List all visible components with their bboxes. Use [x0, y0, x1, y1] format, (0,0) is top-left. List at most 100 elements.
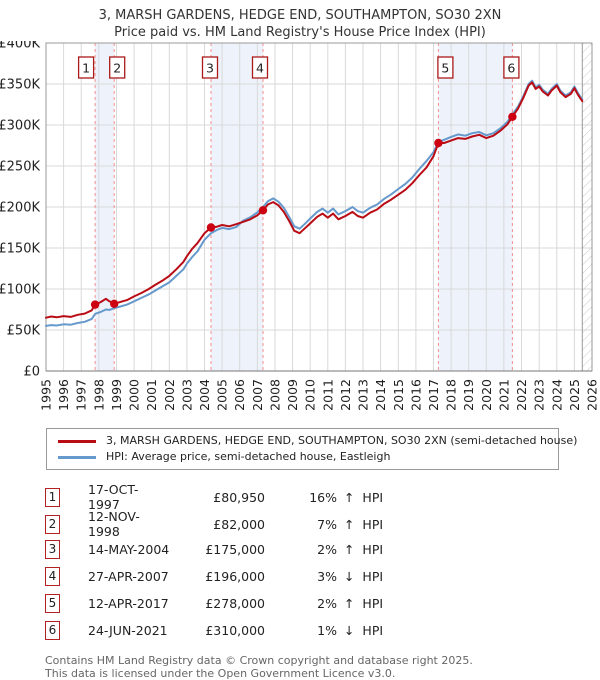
sale-number-label: 1	[82, 61, 90, 76]
y-axis-tick-label: £300K	[0, 119, 40, 134]
y-axis-tick-label: £350K	[0, 78, 40, 93]
x-axis-tick-label: 1995	[39, 379, 54, 411]
y-axis-tick-label: £150K	[0, 242, 40, 257]
sale-number-box	[201, 56, 219, 79]
sale-number-box	[437, 56, 454, 79]
sale-number-label: 6	[507, 61, 515, 76]
sale-hpi-percent: 16%	[309, 489, 337, 505]
sale-number-badge: 5	[45, 594, 60, 613]
x-axis-tick-label: 2024	[549, 379, 564, 411]
x-axis-tick-label: 2012	[338, 379, 353, 411]
sale-marker-dot	[434, 138, 443, 148]
legend-row-property: 3, MARSH GARDENS, HEDGE END, SOUTHAMPTON…	[54, 433, 577, 449]
sale-date: 27-APR-2007	[88, 569, 169, 584]
x-axis-tick-label: 2016	[408, 379, 423, 411]
hpi-line-sample	[58, 455, 96, 459]
x-axis-tick-label: 2002	[162, 379, 177, 411]
sale-date: 12-APR-2017	[88, 596, 169, 611]
sale-price: £310,000	[205, 623, 265, 638]
sale-marker-dot	[258, 206, 268, 215]
sale-hpi-percent: 2%	[317, 596, 337, 611]
sale-number-badge: 2	[45, 514, 60, 534]
sale-number-badge: 6	[45, 621, 60, 640]
x-axis-tick-label: 2015	[391, 379, 406, 411]
sale-date: 24-JUN-2021	[88, 623, 168, 638]
sale-number-label: 5	[441, 61, 449, 76]
sale-number-label: 2	[113, 61, 121, 76]
table-row: 6 24-JUN-2021 £310,000 1% ↓ HPI	[45, 617, 600, 644]
price-history-chart: 1995 1996 1997 1998 1999 2000 2001 2002 2003 2004…	[0, 41, 600, 411]
x-axis-tick-label: 2014	[373, 379, 388, 411]
sale-price: £80,950	[213, 489, 265, 505]
sale-price: £278,000	[205, 596, 265, 611]
sale-number-badge: 1	[45, 487, 60, 507]
x-axis-tick-label: 2005	[215, 379, 230, 411]
x-axis-tick-label: 2025	[567, 379, 582, 411]
x-axis-tick-label: 2026	[585, 379, 600, 411]
sale-hpi-direction: ↓ HPI	[344, 569, 384, 584]
x-axis-tick-label: 2010	[303, 379, 318, 411]
x-axis-tick-label: 1996	[56, 379, 71, 411]
sale-hpi-percent: 2%	[317, 542, 337, 557]
x-axis-tick-label: 2023	[532, 379, 547, 411]
y-axis-tick-label: £50K	[7, 324, 41, 339]
property-price-line	[45, 81, 584, 319]
x-axis-tick-label: 2021	[496, 379, 511, 411]
sale-date: 12-NOV-1998	[88, 509, 140, 539]
legend-property-label: 3, MARSH GARDENS, HEDGE END, SOUTHAMPTON…	[106, 434, 578, 447]
sale-hpi-direction: ↑ HPI	[344, 596, 384, 611]
sale-number-badge: 4	[45, 567, 60, 586]
sale-number-label: 3	[206, 61, 214, 76]
sale-hpi-direction: ↑ HPI	[344, 516, 384, 532]
x-axis-tick-label: 2022	[514, 379, 529, 411]
legend-row-hpi: HPI: Average price, semi-detached house,…	[54, 449, 551, 465]
table-row: 4 27-APR-2007 £196,000 3% ↓ HPI	[45, 563, 600, 590]
sale-date: 17-OCT-1997	[88, 482, 139, 512]
x-axis-tick-label: 1998	[91, 379, 106, 411]
sale-hpi-percent: 3%	[317, 569, 337, 584]
sale-hpi-direction: ↑ HPI	[344, 489, 384, 505]
x-axis-tick-label: 1997	[74, 379, 89, 411]
x-axis-tick-label: 2020	[479, 379, 494, 411]
y-axis-tick-label: £400K	[0, 41, 40, 52]
x-axis-tick-label: 2003	[179, 379, 194, 411]
sale-marker-dot	[206, 223, 216, 232]
x-axis-tick-label: 1999	[109, 379, 124, 411]
sale-number-box	[109, 56, 126, 79]
property-line-sample	[58, 439, 96, 443]
y-axis-tick-label: £250K	[0, 160, 40, 175]
sale-number-box	[251, 56, 269, 79]
footer-line1: Contains HM Land Registry data © Crown c…	[45, 654, 473, 667]
sale-hpi-percent: 7%	[317, 516, 337, 532]
y-axis-tick-label: £200K	[0, 201, 40, 216]
sale-marker-dot	[90, 300, 100, 309]
sale-hpi-direction: ↑ HPI	[344, 542, 384, 557]
x-axis-tick-label: 2008	[268, 379, 283, 411]
legend-hpi-label: HPI: Average price, semi-detached house,…	[106, 450, 391, 463]
sale-number-badge: 3	[45, 540, 60, 559]
table-row: 2 12-NOV-1998 £82,000 7% ↑ HPI	[45, 509, 600, 539]
x-axis-tick-label: 2004	[197, 379, 212, 411]
table-row: 3 14-MAY-2004 £175,000 2% ↑ HPI	[45, 536, 600, 563]
y-axis-tick-label: £0	[23, 365, 40, 380]
sale-marker-dot	[508, 112, 517, 122]
x-axis-tick-label: 2013	[356, 379, 371, 411]
future-hatch-region	[582, 43, 592, 371]
x-axis-tick-label: 2017	[426, 379, 441, 411]
sale-number-label: 4	[256, 61, 264, 76]
y-axis-tick-label: £100K	[0, 283, 40, 298]
x-axis-tick-label: 2007	[250, 379, 265, 411]
sale-number-box	[77, 56, 95, 79]
sale-marker-dot	[110, 299, 119, 308]
table-row: 1 17-OCT-1997 £80,950 16% ↑ HPI	[45, 482, 600, 512]
chart-header: 3, MARSH GARDENS, HEDGE END, SOUTHAMPTON…	[0, 0, 600, 41]
x-axis-tick-label: 2000	[127, 379, 142, 411]
x-axis-tick-label: 2019	[461, 379, 476, 411]
hpi-line	[45, 79, 584, 327]
chart-legend: 3, MARSH GARDENS, HEDGE END, SOUTHAMPTON…	[46, 428, 577, 470]
sale-price: £196,000	[205, 569, 265, 584]
x-axis-tick-label: 2009	[285, 379, 300, 411]
sales-table: 1 17-OCT-1997 £80,950 16% ↑ HPI 2 12-NOV-1998 £…	[45, 482, 600, 644]
sale-price: £82,000	[213, 516, 265, 532]
x-axis-tick-label: 2001	[144, 379, 159, 411]
